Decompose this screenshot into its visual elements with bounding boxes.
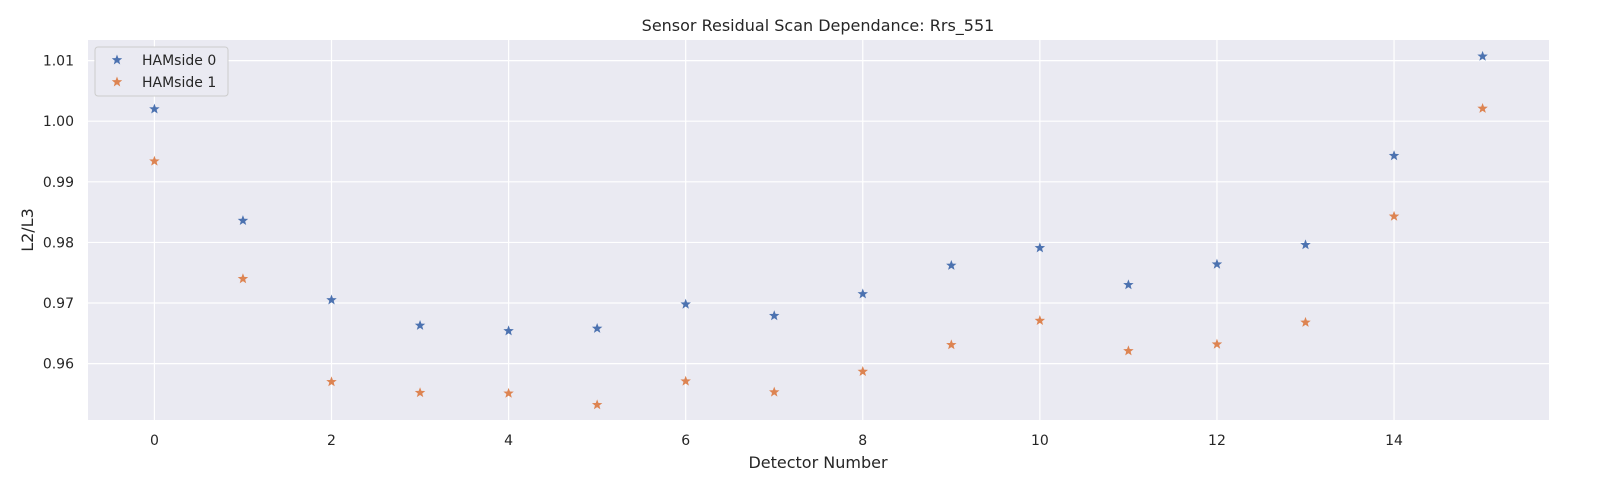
y-tick-label: 0.98 <box>43 235 74 251</box>
x-tick-label: 2 <box>327 433 336 449</box>
y-tick-label: 1.01 <box>43 54 74 70</box>
x-tick-label: 8 <box>858 433 867 449</box>
y-tick-label: 0.99 <box>43 175 74 191</box>
x-tick-label: 14 <box>1385 433 1403 449</box>
data-point <box>237 215 249 226</box>
data-point <box>1123 345 1134 356</box>
data-point <box>1034 242 1046 253</box>
legend: HAMside 0 HAMside 1 <box>94 46 229 97</box>
y-tick-label: 0.97 <box>43 296 74 312</box>
legend-box <box>94 46 229 97</box>
data-point <box>503 387 514 398</box>
legend-label: HAMside 0 <box>142 53 216 69</box>
series-hamside-1 <box>149 102 1488 410</box>
data-point <box>591 322 603 333</box>
data-point <box>1477 102 1488 113</box>
data-point <box>237 273 249 284</box>
data-point <box>503 325 514 336</box>
grid-lines <box>88 40 1549 420</box>
data-point <box>326 294 337 305</box>
data-point <box>1477 50 1488 61</box>
data-point <box>414 319 426 330</box>
legend-marker <box>111 54 123 65</box>
y-tick-label: 1.00 <box>43 114 74 130</box>
x-axis-label: Detector Number <box>748 453 888 472</box>
y-axis-label: L2/L3 <box>18 208 37 252</box>
x-tick-label: 6 <box>681 433 690 449</box>
data-point <box>946 259 957 270</box>
data-point <box>149 155 160 166</box>
data-point <box>769 386 780 397</box>
data-point <box>414 387 426 398</box>
plot-area <box>88 40 1549 420</box>
data-point <box>857 288 868 299</box>
data-point <box>1388 210 1400 221</box>
data-point <box>1300 316 1311 327</box>
x-tick-label: 10 <box>1031 433 1049 449</box>
data-point <box>769 310 780 321</box>
tick-labels: 0 2 4 6 8 10 12 14 0.96 0.97 0.98 0.99 1.00 1.01 <box>43 54 1403 449</box>
data-point <box>857 366 868 376</box>
data-point <box>946 339 957 350</box>
data-point <box>1211 258 1223 269</box>
legend-label: HAMside 1 <box>142 75 216 91</box>
x-tick-label: 4 <box>504 433 513 449</box>
data-point <box>1034 315 1046 326</box>
data-point <box>1211 338 1223 349</box>
data-point <box>591 399 603 410</box>
data-point <box>680 375 691 386</box>
x-tick-label: 12 <box>1208 433 1226 449</box>
series-hamside-0 <box>149 50 1488 336</box>
data-point <box>326 376 337 387</box>
chart-title: Sensor Residual Scan Dependance: Rrs_551 <box>642 16 995 36</box>
data-point <box>149 103 160 114</box>
data-point <box>1123 279 1134 290</box>
data-point <box>680 298 691 309</box>
data-point <box>1300 239 1311 250</box>
y-tick-label: 0.96 <box>43 357 74 373</box>
legend-marker <box>111 76 123 87</box>
data-points <box>149 50 1488 410</box>
x-tick-label: 0 <box>150 433 159 449</box>
data-point <box>1388 150 1400 161</box>
